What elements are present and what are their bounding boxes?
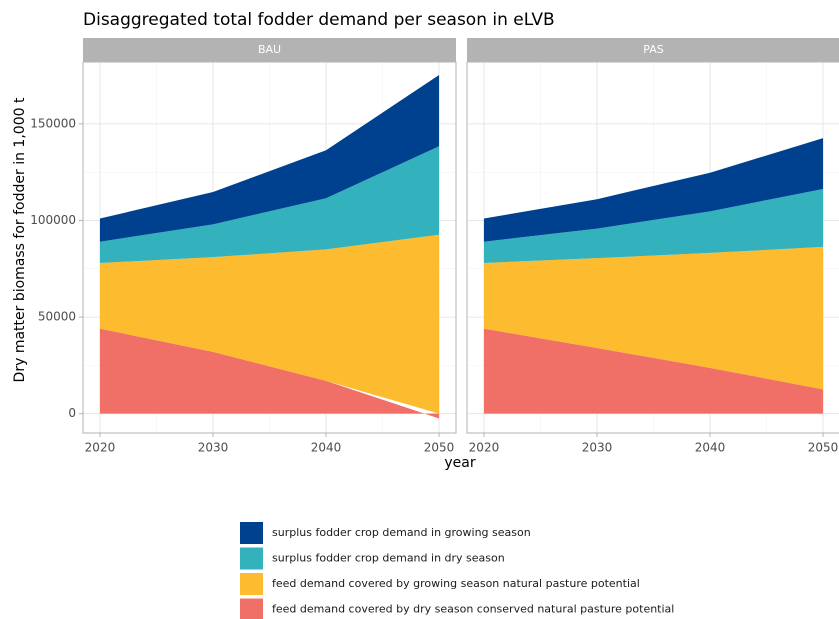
area <box>483 138 824 242</box>
panel-border <box>466 61 839 434</box>
facet-label: BAU <box>258 43 281 56</box>
legend-label: feed demand covered by growing season na… <box>272 577 640 590</box>
facet-strip <box>83 38 456 62</box>
area <box>483 188 824 263</box>
y-tick-label: 100000 <box>30 213 76 227</box>
legend-swatch <box>240 573 263 595</box>
x-tick-label: 2040 <box>695 441 726 455</box>
y-tick-label: 150000 <box>30 116 76 130</box>
facet-strip <box>467 38 839 62</box>
x-tick-label: 2030 <box>582 441 613 455</box>
facet-label: PAS <box>643 43 663 56</box>
area <box>483 246 824 390</box>
area <box>99 74 440 242</box>
legend-swatch <box>240 522 263 544</box>
area <box>99 234 440 414</box>
x-tick-label: 2050 <box>808 441 839 455</box>
panel-border <box>82 61 457 434</box>
legend-label: surplus fodder crop demand in growing se… <box>272 526 531 539</box>
chart-title: Disaggregated total fodder demand per se… <box>83 10 555 30</box>
legend-swatch <box>240 598 263 619</box>
y-axis-label: Dry matter biomass for fodder in 1,000 t <box>12 97 28 382</box>
y-tick-label: 50000 <box>38 310 76 324</box>
area <box>483 328 824 414</box>
legend-label: feed demand covered by dry season conser… <box>272 603 674 616</box>
legend-label: surplus fodder crop demand in dry season <box>272 552 505 565</box>
y-tick-label: 0 <box>68 406 76 420</box>
area <box>99 328 440 419</box>
legend-swatch <box>240 547 263 570</box>
x-tick-label: 2030 <box>198 441 229 455</box>
x-tick-label: 2050 <box>424 441 455 455</box>
x-tick-label: 2020 <box>85 441 116 455</box>
x-tick-label: 2020 <box>469 441 500 455</box>
x-tick-label: 2040 <box>311 441 342 455</box>
x-axis-label: year <box>444 455 475 471</box>
area <box>99 146 440 263</box>
